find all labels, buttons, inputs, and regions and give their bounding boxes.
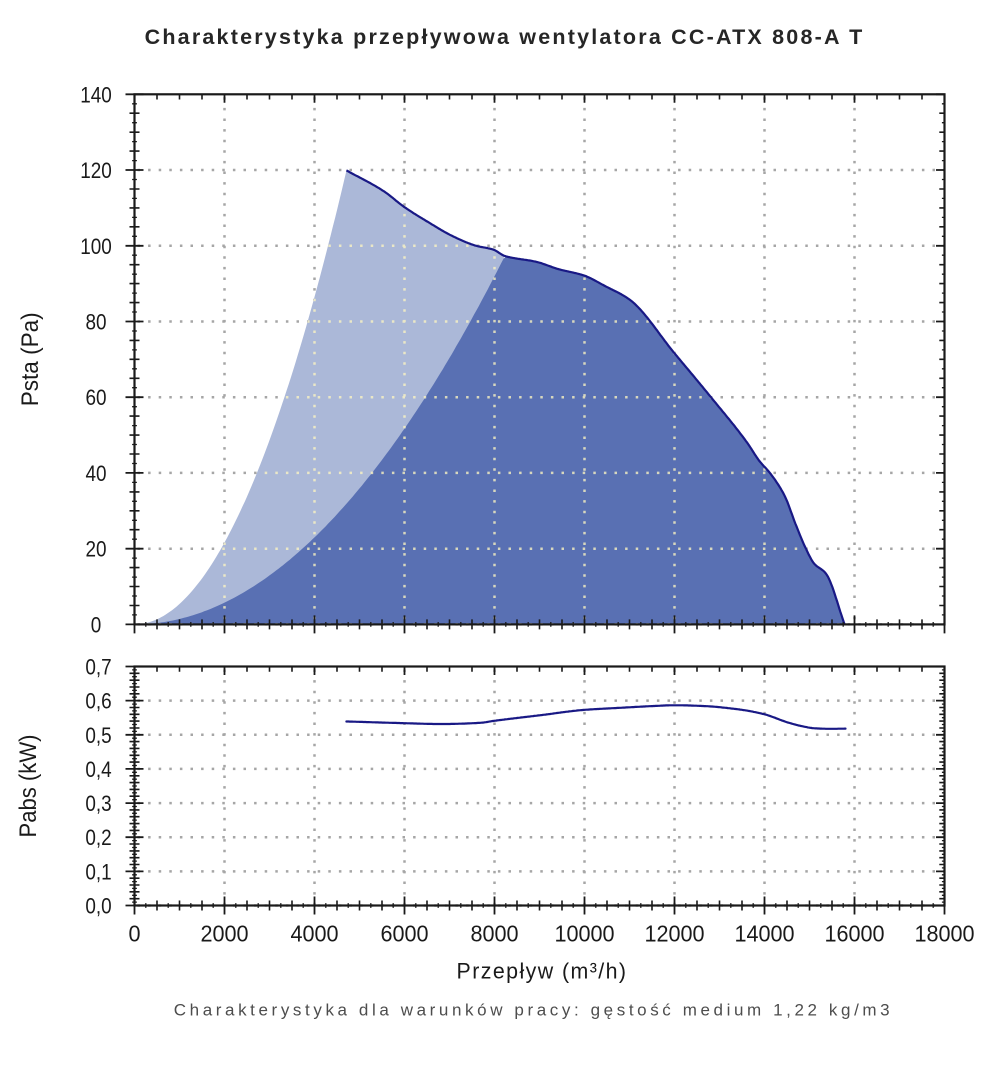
svg-text:10000: 10000 xyxy=(554,921,614,947)
svg-text:0,0: 0,0 xyxy=(85,894,111,919)
svg-text:40: 40 xyxy=(85,462,106,487)
svg-text:0: 0 xyxy=(91,613,102,638)
svg-text:60: 60 xyxy=(85,386,106,411)
svg-text:14000: 14000 xyxy=(734,921,794,947)
svg-text:0,5: 0,5 xyxy=(85,723,111,748)
svg-text:Psta (Pa): Psta (Pa) xyxy=(16,312,43,406)
svg-text:16000: 16000 xyxy=(824,921,884,947)
svg-text:Pabs (kW): Pabs (kW) xyxy=(14,735,41,838)
svg-text:2000: 2000 xyxy=(200,921,248,947)
svg-text:20: 20 xyxy=(85,537,106,562)
svg-text:100: 100 xyxy=(80,234,112,259)
svg-text:120: 120 xyxy=(80,159,112,184)
svg-text:Przepływ (m³/h): Przepływ (m³/h) xyxy=(457,958,628,984)
svg-text:80: 80 xyxy=(85,310,106,335)
svg-text:0: 0 xyxy=(128,921,140,947)
svg-text:140: 140 xyxy=(80,83,112,108)
svg-text:0,4: 0,4 xyxy=(85,758,111,783)
svg-text:4000: 4000 xyxy=(290,921,338,947)
svg-text:0,1: 0,1 xyxy=(85,860,111,885)
svg-text:18000: 18000 xyxy=(914,921,974,947)
svg-text:6000: 6000 xyxy=(380,921,428,947)
svg-text:0,6: 0,6 xyxy=(85,689,111,714)
svg-text:8000: 8000 xyxy=(470,921,518,947)
svg-text:0,7: 0,7 xyxy=(85,655,111,680)
svg-text:Charakterystyka dla warunków p: Charakterystyka dla warunków pracy: gęst… xyxy=(174,1001,893,1020)
svg-text:12000: 12000 xyxy=(644,921,704,947)
svg-text:0,2: 0,2 xyxy=(85,826,111,851)
svg-text:0,3: 0,3 xyxy=(85,792,111,817)
svg-text:Charakterystyka przepływowa we: Charakterystyka przepływowa wentylatora … xyxy=(145,25,865,49)
